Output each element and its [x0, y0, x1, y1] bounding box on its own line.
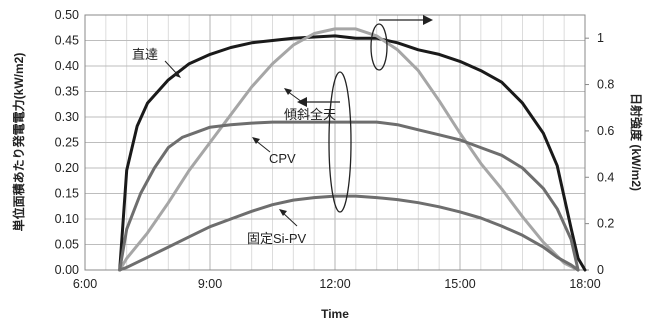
y-left-tick-label: 0.50 [55, 8, 79, 22]
right-axis-title: 日射強度 (kW/m2) [629, 93, 644, 191]
annotation-cpv: CPV [269, 151, 296, 166]
y-right-tick-label: 1 [597, 31, 604, 45]
gridlines [84, 14, 586, 271]
x-tick-label: 12:00 [319, 277, 350, 291]
y-left-tick-label: 0.25 [55, 136, 79, 150]
series-cpv-line [118, 120, 580, 272]
annotation-sipv: 固定Si-PV [247, 231, 307, 246]
annotation-arrowhead-tilted [284, 88, 292, 95]
y-left-tick-label: 0.05 [55, 238, 79, 252]
y-right-tick-label: 0 [597, 263, 604, 277]
annotations: 直達 傾斜全天 CPV 固定Si-PV [132, 15, 433, 246]
y-left-tick-label: 0.30 [55, 110, 79, 124]
x-axis-title: Time [321, 307, 349, 321]
ellipse-right-axis-marker [370, 23, 388, 71]
y-left-tick-label: 0.45 [55, 34, 79, 48]
series-si-pv-line [118, 194, 580, 272]
arrowhead-right-axis [423, 15, 433, 25]
y-left-tick-label: 0.00 [55, 263, 79, 277]
x-axis-ticks: 6:00 9:00 12:00 15:00 18:00 [73, 277, 601, 291]
y-left-tick-label: 0.15 [55, 187, 79, 201]
y-right-tick-label: 0.2 [597, 217, 614, 231]
x-tick-label: 6:00 [73, 277, 97, 291]
y-left-tick-label: 0.20 [55, 161, 79, 175]
arrowhead-left-axis [297, 97, 307, 107]
annotation-arrowhead-cpv [252, 137, 260, 144]
y-left-tick-label: 0.40 [55, 59, 79, 73]
x-tick-label: 9:00 [198, 277, 222, 291]
annotation-arrowhead-direct [173, 71, 181, 78]
y-right-tick-label: 0.4 [597, 170, 614, 184]
ellipse-left-axis-marker [328, 71, 352, 213]
plot-area-border [84, 14, 586, 271]
y-left-tick-label: 0.35 [55, 85, 79, 99]
y-left-tick-label: 0.10 [55, 212, 79, 226]
right-axis-ticks: 0 0.2 0.4 0.6 0.8 1 [585, 31, 614, 277]
left-axis-title: 単位面積あたり発電電力(kW/m2) [11, 53, 26, 232]
annotation-leader-sipv [281, 211, 298, 227]
left-axis-ticks: 0.00 0.05 0.10 0.15 0.20 0.25 0.30 0.35 0.40 0.45… [55, 8, 79, 277]
y-right-tick-label: 0.6 [597, 124, 614, 138]
x-tick-label: 18:00 [569, 277, 600, 291]
y-right-tick-label: 0.8 [597, 78, 614, 92]
annotation-tilted: 傾斜全天 [284, 107, 336, 122]
annotation-direct: 直達 [132, 47, 158, 62]
x-tick-label: 15:00 [444, 277, 475, 291]
annotation-arrowhead-sipv [279, 209, 287, 216]
series-tilted-global-line [118, 27, 580, 272]
